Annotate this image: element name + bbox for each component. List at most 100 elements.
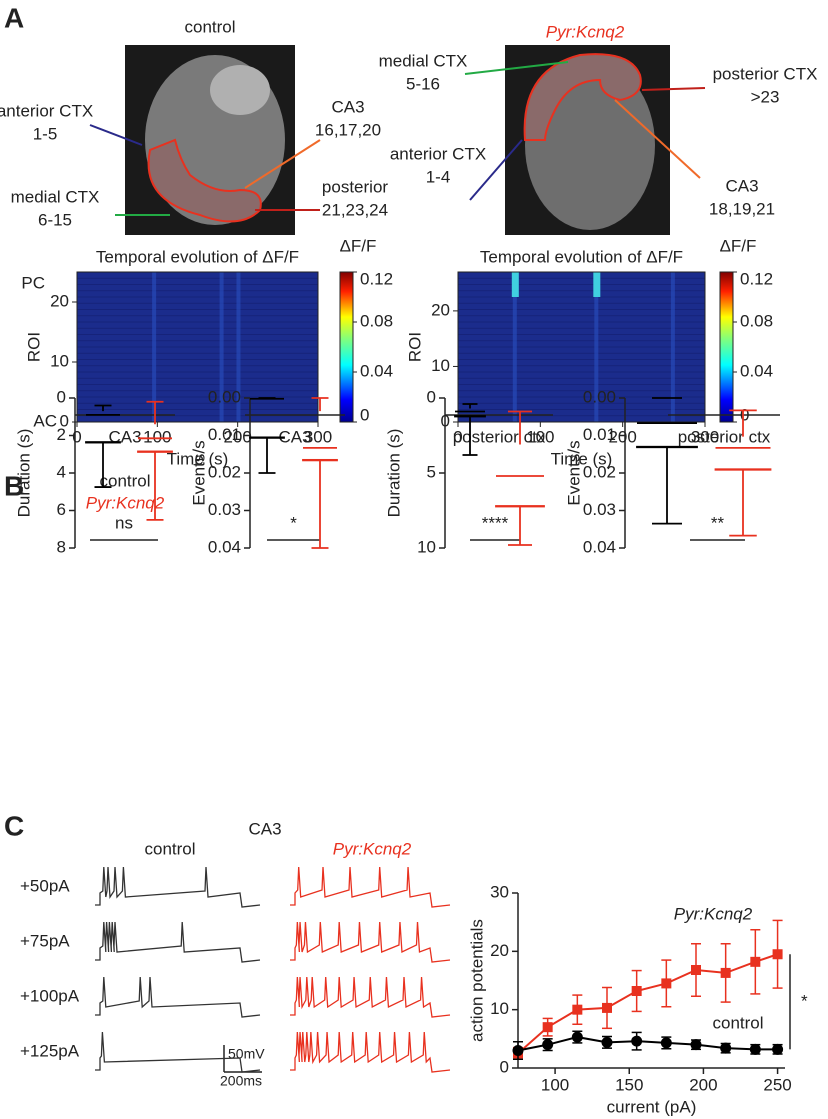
y-tick-label: 10 <box>417 537 436 556</box>
y-axis-label: Duration (s) <box>14 429 33 518</box>
colorbar-tick-label: 0.04 <box>740 361 773 380</box>
trace-title: Pyr:Kcnq2 <box>333 839 412 858</box>
y-tick-label: 0 <box>500 1057 509 1076</box>
x-tick-label: 150 <box>615 1075 643 1094</box>
region-label: 18,19,21 <box>709 199 775 218</box>
y-tick-label: 6 <box>57 500 66 519</box>
box <box>85 441 121 444</box>
marker <box>631 986 642 996</box>
box <box>302 458 338 462</box>
region-label: anterior CTX <box>0 101 93 120</box>
panel-label: A <box>4 2 24 33</box>
x-axis-label: current (pA) <box>607 1097 697 1116</box>
region-title: CA3 <box>248 819 281 838</box>
ephys-trace <box>95 866 261 908</box>
marker <box>720 1042 732 1054</box>
region-label: medial CTX <box>11 187 100 206</box>
x-axis-label: CA3 <box>108 427 141 446</box>
region-label: medial CTX <box>379 51 468 70</box>
marker <box>690 1039 702 1051</box>
x-axis-label: Time (s) <box>167 449 229 468</box>
y-tick-label: 0.00 <box>583 387 616 406</box>
ephys-trace <box>95 1031 261 1073</box>
significance-label: * <box>290 513 297 532</box>
marker <box>512 1045 524 1056</box>
region-label: anterior CTX <box>390 144 486 163</box>
ephys-trace <box>290 976 451 1018</box>
region-label: 16,17,20 <box>315 120 381 139</box>
heatmap-streak <box>594 272 599 422</box>
panel-label: B <box>4 470 24 501</box>
region-label: posterior CTX <box>713 64 818 83</box>
panel-label: C <box>4 810 24 841</box>
marker <box>691 965 701 975</box>
y-tick-label: 0.03 <box>583 500 616 519</box>
y-axis-label: ROI <box>24 332 43 362</box>
region-label: CA3 <box>725 176 758 195</box>
colorbar-label: ΔF/F <box>340 236 377 255</box>
marker <box>602 1002 612 1013</box>
heatmap-streak <box>219 272 224 422</box>
annotation-lines <box>89 61 706 216</box>
series-line <box>517 1036 778 1052</box>
y-tick-label: 10 <box>50 351 69 370</box>
heatmap-streak <box>512 272 517 422</box>
colorbar-tick-label: 0.12 <box>360 269 393 288</box>
y-tick-label: 0.02 <box>208 462 241 481</box>
box <box>636 445 698 449</box>
marker <box>601 1036 613 1048</box>
x-axis-label: posterior ctx <box>453 427 546 446</box>
ephys-trace <box>95 976 261 1018</box>
region-label: 1-5 <box>33 124 58 143</box>
image-title: Pyr:Kcnq2 <box>546 22 625 41</box>
x-tick-label: 200 <box>608 427 636 446</box>
heatmap-streak <box>670 272 675 422</box>
y-tick-label: 0 <box>57 387 66 406</box>
colorbar-tick-label: 0.08 <box>360 311 393 330</box>
scale-label: 200ms <box>220 1073 262 1089</box>
x-tick-label: 0 <box>72 427 81 446</box>
colorbar-tick-label: 0.12 <box>740 269 773 288</box>
marker <box>772 949 783 960</box>
marker <box>542 1022 553 1033</box>
y-tick-label: 0.03 <box>208 500 241 519</box>
chart-title: Temporal evolution of ΔF/F <box>480 247 683 266</box>
box <box>714 468 772 471</box>
colorbar <box>339 271 354 423</box>
marker <box>772 1043 784 1055</box>
colorbar-tick-label: 0.08 <box>740 311 773 330</box>
brain-image <box>125 45 295 235</box>
trace-title: control <box>144 839 195 858</box>
y-tick-label: 5 <box>427 462 436 481</box>
y-tick-label: 30 <box>490 882 509 901</box>
series-label: Pyr:Kcnq2 <box>674 904 753 923</box>
y-tick-label: 0 <box>60 411 69 430</box>
significance-label: **** <box>482 513 509 532</box>
ephys-trace <box>290 1031 451 1073</box>
x-tick-label: 100 <box>143 427 171 446</box>
region-label: 21,23,24 <box>322 200 388 219</box>
x-tick-label: 250 <box>763 1075 791 1094</box>
y-tick-label: 0.01 <box>583 425 616 444</box>
x-axis-label: Time (s) <box>551 449 613 468</box>
step-label: +100pA <box>20 986 80 1005</box>
y-tick-label: 0.02 <box>583 462 616 481</box>
region-label: posterior <box>322 177 388 196</box>
plot-frame <box>76 271 319 423</box>
brain-image <box>505 45 670 235</box>
marker <box>660 1037 672 1049</box>
y-tick-label: 0.04 <box>583 537 616 556</box>
colorbar <box>719 271 734 423</box>
marker <box>720 967 731 978</box>
y-tick-label: 0 <box>427 387 436 406</box>
y-axis-label: ROI <box>405 332 424 362</box>
x-axis-label: posterior ctx <box>678 427 771 446</box>
y-tick-label: 0.01 <box>208 425 241 444</box>
region-label: 6-15 <box>38 210 72 229</box>
colorbar-tick-label: 0 <box>360 405 369 424</box>
box <box>495 505 545 508</box>
colorbar-label: ΔF/F <box>720 236 757 255</box>
marker <box>750 956 761 967</box>
x-tick-label: 300 <box>691 427 719 446</box>
y-tick-label: 0.04 <box>208 537 241 556</box>
